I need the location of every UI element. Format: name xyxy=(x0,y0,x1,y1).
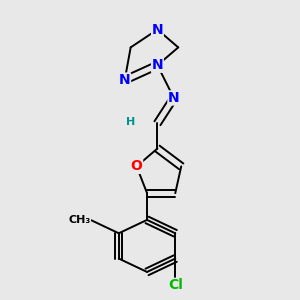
Text: CH₃: CH₃ xyxy=(68,215,91,225)
Text: N: N xyxy=(168,91,180,105)
Text: N: N xyxy=(119,73,130,87)
Text: N: N xyxy=(152,58,163,72)
Text: N: N xyxy=(152,22,163,37)
Text: H: H xyxy=(126,117,135,127)
Text: Cl: Cl xyxy=(168,278,183,292)
Text: O: O xyxy=(131,159,142,173)
